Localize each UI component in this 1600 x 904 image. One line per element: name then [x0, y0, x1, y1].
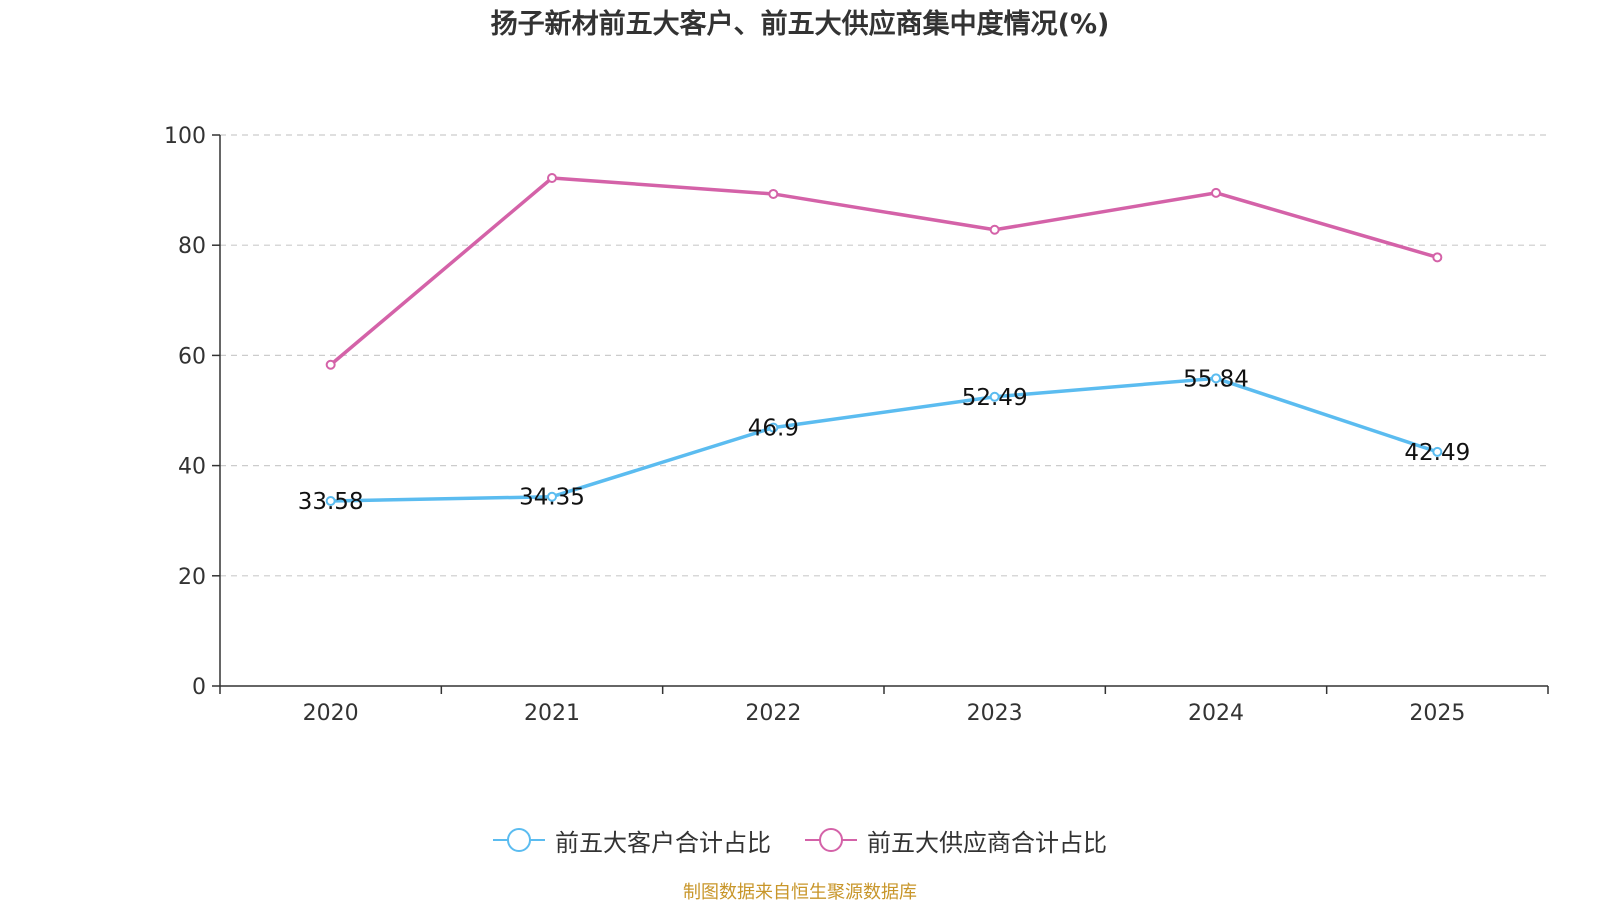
x-tick-label: 2020 [303, 701, 359, 726]
axes: 0 20 40 60 80 100 2020 2021 2022 2023 2024 2025 [164, 124, 1549, 726]
legend-item-customers[interactable]: 前五大客户合计占比 [493, 823, 771, 858]
series-line-0 [330, 376, 1438, 503]
y-tick-label: 60 [178, 344, 206, 369]
data-label: 34.35 [519, 485, 585, 511]
data-point [989, 391, 1000, 402]
source-note: 制图数据来自恒生聚源数据库 [683, 882, 917, 903]
data-point [547, 491, 557, 502]
data-label: 33.58 [298, 489, 364, 515]
data-label: 42.49 [1404, 440, 1470, 466]
x-tick-label: 2022 [745, 701, 801, 726]
legend: 前五大客户合计占比 前五大供应商合计占比 [0, 820, 1600, 860]
x-tick-label: 2023 [967, 701, 1023, 726]
x-tick-label: 2021 [524, 701, 580, 726]
data-labels: 33.58 34.35 46.9 52.49 55.84 42.49 [298, 366, 1471, 515]
series [325, 172, 1443, 506]
data-point [1432, 252, 1443, 263]
legend-marker-customers-icon [493, 825, 545, 855]
data-point [325, 359, 336, 370]
data-point [1211, 373, 1221, 384]
data-point [1432, 446, 1443, 457]
data-point [325, 495, 336, 506]
y-tick-label: 20 [178, 565, 206, 590]
data-point [1211, 187, 1221, 198]
y-tick-label: 100 [164, 124, 206, 149]
grid-lines [220, 134, 1548, 577]
chart-title: 扬子新材前五大客户、前五大供应商集中度情况(%) [490, 9, 1110, 40]
legend-marker-suppliers-icon [805, 825, 857, 855]
legend-label-suppliers: 前五大供应商合计占比 [867, 828, 1107, 857]
legend-label-customers: 前五大客户合计占比 [555, 828, 771, 857]
y-tick-label: 40 [178, 455, 206, 480]
data-point [768, 188, 779, 199]
x-tick-label: 2025 [1409, 701, 1465, 726]
series-line-1 [329, 176, 1438, 367]
data-label: 52.49 [962, 385, 1028, 411]
y-tick-label: 0 [192, 675, 206, 700]
data-label: 55.84 [1183, 366, 1249, 392]
data-point [768, 422, 779, 433]
data-point [547, 172, 557, 183]
data-point [989, 224, 1000, 235]
x-tick-label: 2024 [1188, 701, 1244, 726]
legend-item-suppliers[interactable]: 前五大供应商合计占比 [805, 823, 1107, 858]
data-label: 46.9 [748, 416, 799, 442]
y-tick-label: 80 [178, 234, 206, 259]
